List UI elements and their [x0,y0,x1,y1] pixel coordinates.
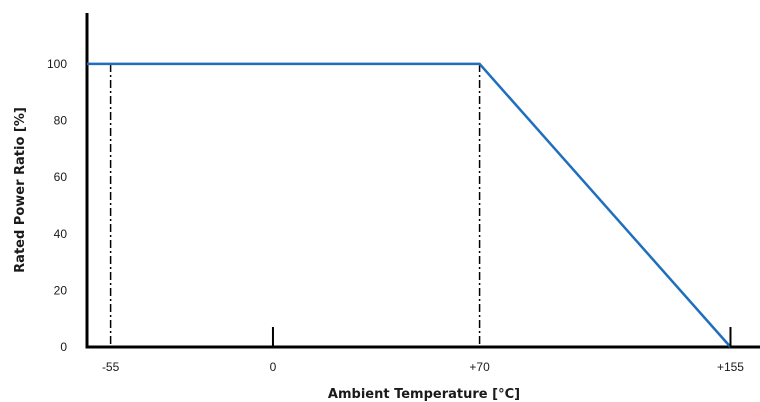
x-tick-label: +155 [717,360,744,374]
x-axis-title: Ambient Temperature [°C] [328,387,520,402]
y-tick-label: 100 [47,57,67,71]
series-layer [87,62,732,348]
reference-lines [109,63,481,347]
x-tick-label: -55 [102,360,120,374]
x-tick-label: +70 [469,360,490,374]
y-tick-label: 80 [54,114,68,128]
series-line-0 [87,62,732,348]
y-tick-label: 20 [54,283,68,297]
y-axis-title: Rated Power Ratio [%] [13,107,28,273]
x-tick-label: 0 [270,360,277,374]
y-tick-label: 0 [60,340,67,354]
y-tick-label: 60 [54,170,68,184]
tick-labels: -55 0 +70 +155 0 20 40 60 80 100 [47,57,744,374]
axes [85,13,760,349]
y-tick-label: 40 [54,227,68,241]
